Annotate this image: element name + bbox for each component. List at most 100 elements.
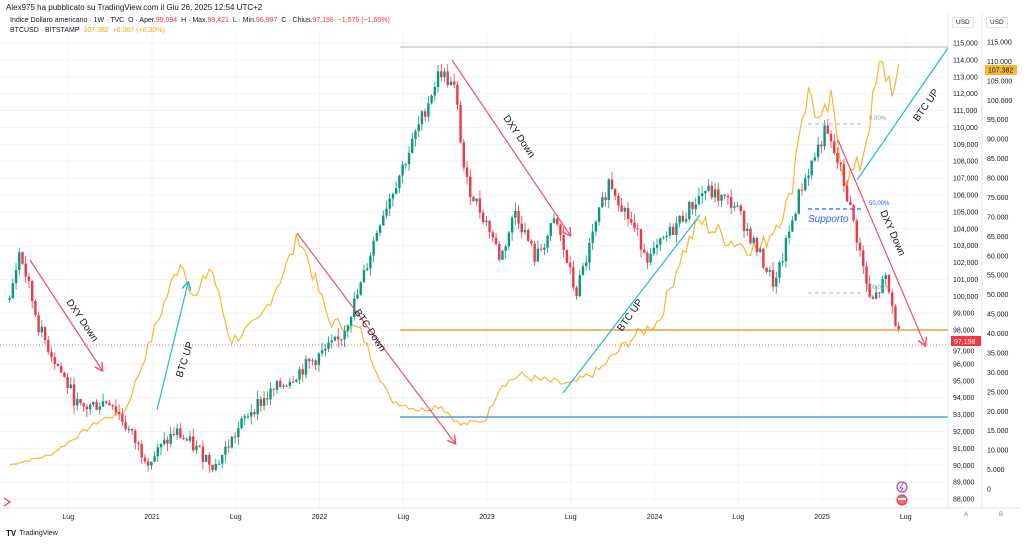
candle[interactable] [575,285,578,300]
candle[interactable] [465,161,469,185]
candle[interactable] [246,413,250,419]
candle[interactable] [333,336,337,342]
candle[interactable] [472,195,475,202]
candle[interactable] [662,235,665,240]
candle[interactable] [671,223,675,236]
candle[interactable] [507,230,511,251]
candle[interactable] [88,403,92,415]
candle[interactable] [256,390,259,421]
candle[interactable] [311,358,314,366]
candle[interactable] [340,338,343,346]
candle[interactable] [24,255,27,283]
candle[interactable] [195,440,198,454]
candle[interactable] [697,187,701,206]
candle[interactable] [456,81,459,111]
scroll-left-icon[interactable] [3,497,12,507]
candle[interactable] [762,247,765,270]
candle[interactable] [633,214,636,232]
left-currency-label[interactable]: USD [952,17,974,28]
candle[interactable] [279,377,282,389]
btc-legend[interactable]: BTCUSD · BITSTAMP 107.382 +6.367 (+6,30%… [10,27,165,34]
candle[interactable] [800,183,804,196]
candle[interactable] [704,190,707,201]
candle[interactable] [95,399,98,411]
candle[interactable] [523,222,527,236]
candle[interactable] [752,235,755,244]
candle[interactable] [678,215,681,228]
candle[interactable] [269,382,272,406]
candle[interactable] [723,193,726,200]
candle[interactable] [585,255,588,271]
candle[interactable] [130,428,134,435]
candle[interactable] [314,359,317,371]
dxy-down-arrow-2[interactable] [451,59,570,235]
candle[interactable] [327,336,330,353]
candle[interactable] [668,222,672,239]
candle[interactable] [729,189,733,215]
candle[interactable] [436,65,440,93]
candle[interactable] [163,431,166,446]
candle[interactable] [810,160,813,180]
candle[interactable] [423,108,427,122]
candle[interactable] [778,260,781,284]
candle[interactable] [353,291,356,321]
candle[interactable] [37,312,40,336]
candle[interactable] [742,209,746,239]
candle[interactable] [665,231,668,243]
candle[interactable] [407,146,411,171]
candle[interactable] [688,200,691,222]
candle[interactable] [552,213,556,224]
candle[interactable] [717,182,720,207]
candle[interactable] [865,261,868,292]
candle[interactable] [101,393,105,408]
candle[interactable] [411,132,414,154]
candle[interactable] [897,322,900,333]
candle[interactable] [443,67,446,82]
candle[interactable] [69,377,73,390]
candle[interactable] [343,325,346,348]
candle[interactable] [85,403,89,418]
candle[interactable] [298,366,301,384]
candle[interactable] [749,226,752,245]
candle[interactable] [791,216,794,233]
candle[interactable] [79,398,82,406]
candle[interactable] [797,188,801,215]
candle[interactable] [250,404,253,425]
candle[interactable] [14,263,18,290]
candle[interactable] [169,426,172,448]
candle[interactable] [775,271,778,294]
candle[interactable] [224,440,227,463]
auto-scale-button[interactable]: A [964,512,969,518]
candle[interactable] [874,285,878,300]
candle[interactable] [304,355,308,379]
candle[interactable] [700,185,704,205]
candle[interactable] [488,220,491,239]
candle[interactable] [842,158,846,193]
candle[interactable] [201,440,205,470]
candle[interactable] [452,73,456,89]
candle[interactable] [440,64,443,82]
candle[interactable] [217,459,221,465]
candle[interactable] [27,272,31,289]
candle[interactable] [259,396,263,412]
candle[interactable] [307,357,311,369]
candle[interactable] [394,181,398,195]
candle[interactable] [330,334,333,349]
candle[interactable] [134,428,137,450]
candle[interactable] [736,201,739,208]
candle[interactable] [588,238,591,271]
candle[interactable] [114,399,118,416]
candle[interactable] [694,197,697,217]
candle[interactable] [66,373,69,394]
candle[interactable] [124,415,127,432]
candle[interactable] [282,383,285,389]
candle[interactable] [105,400,108,405]
candle[interactable] [636,223,639,237]
candle[interactable] [755,236,759,257]
candle[interactable] [417,116,420,138]
candle[interactable] [227,439,230,454]
candle[interactable] [813,152,817,163]
candle[interactable] [539,243,543,252]
candle[interactable] [849,195,852,206]
candle[interactable] [655,238,659,256]
